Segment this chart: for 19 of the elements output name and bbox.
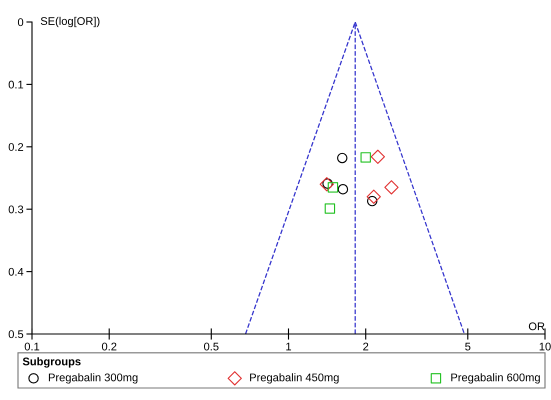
legend-title: Subgroups: [22, 357, 81, 368]
y-tick-label: 0.3: [8, 205, 24, 214]
y-tick-label: 0.2: [8, 143, 24, 151]
y-tick-label: 0.4: [8, 268, 24, 276]
x-tick-label: 0.2: [102, 342, 116, 350]
y-tick-label: 0.5: [8, 330, 24, 338]
y-tick-label: 0: [18, 18, 24, 26]
x-axis-title: OR: [528, 322, 544, 330]
x-tick-label: 10: [540, 342, 551, 350]
legend-label: Pregabalin 300mg: [48, 373, 138, 384]
y-tick-label: 0.1: [8, 80, 24, 89]
legend-label: Pregabalin 450mg: [250, 373, 339, 384]
x-tick-label: 5: [465, 342, 470, 350]
x-tick-label: 1: [286, 342, 292, 350]
x-tick-label: 0.5: [204, 342, 219, 350]
legend-label: Pregabalin 600mg: [451, 373, 540, 384]
y-axis-title: SE(log[OR]): [40, 16, 100, 28]
x-tick-label: 0.1: [24, 342, 40, 350]
x-tick-label: 2: [363, 342, 368, 350]
